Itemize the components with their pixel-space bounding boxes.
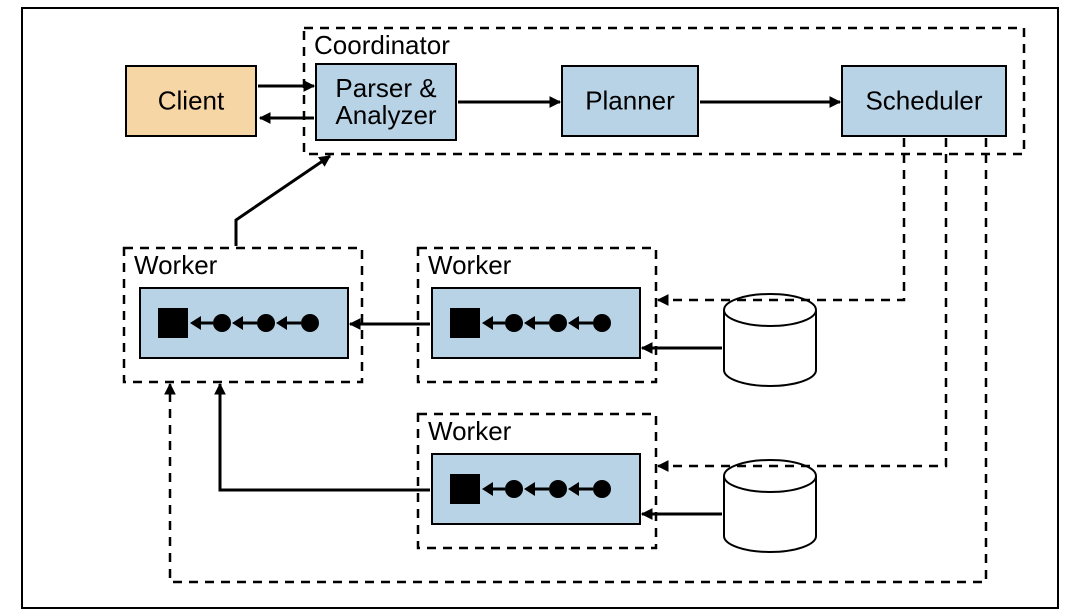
parser-label: Parser & (335, 73, 436, 103)
p1-stage-icon (301, 314, 319, 332)
worker1-group-label: Worker (134, 250, 218, 280)
p2-stage-icon (593, 314, 611, 332)
planner-label: Planner (585, 85, 675, 115)
architecture-diagram: Coordinator Worker Worker Worker Client Parse… (0, 0, 1080, 616)
p2-stage-icon (505, 314, 523, 332)
worker2-group-label: Worker (428, 250, 512, 280)
scheduler-label: Scheduler (865, 85, 982, 115)
client-label: Client (158, 85, 225, 115)
p3-sink-icon (450, 474, 480, 504)
p3-stage-icon (549, 480, 567, 498)
parser-label: Analyzer (335, 100, 436, 130)
p1-stage-icon (257, 314, 275, 332)
p2-sink-icon (450, 308, 480, 338)
scheduler-to-worker2-arrow (658, 138, 904, 300)
p2-stage-icon (549, 314, 567, 332)
worker1-to-parser-arrow (236, 156, 330, 246)
p1-stage-icon (213, 314, 231, 332)
p1-sink-icon (158, 308, 188, 338)
worker3-to-worker1-arrow (220, 384, 430, 490)
p3-stage-icon (593, 480, 611, 498)
coordinator-group-label: Coordinator (314, 30, 450, 60)
p3-stage-icon (505, 480, 523, 498)
worker3-group-label: Worker (428, 416, 512, 446)
